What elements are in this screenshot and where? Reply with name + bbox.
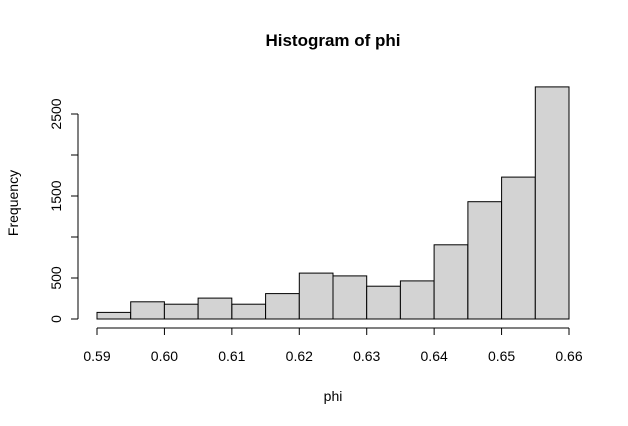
histogram-bar [163, 303, 199, 320]
y-axis: 0 500 1500 2500 [48, 98, 79, 323]
y-axis-label: Frequency [5, 170, 21, 236]
y-tick-label: 1500 [48, 180, 64, 211]
x-tick-label: 0.65 [488, 348, 515, 364]
x-tick-label: 0.64 [421, 348, 448, 364]
y-tick-label: 2500 [48, 98, 64, 129]
histogram-bar [96, 311, 132, 320]
histogram-bar [534, 86, 570, 320]
histogram-bar [501, 176, 536, 320]
histogram-bar [197, 297, 233, 320]
y-tick-label: 500 [48, 266, 64, 290]
y-tick-label: 0 [48, 315, 64, 323]
x-tick-label: 0.59 [83, 348, 110, 364]
histogram-bar [433, 244, 469, 320]
bars-group [96, 86, 570, 320]
x-axis-label: phi [324, 388, 343, 404]
x-tick-label: 0.61 [218, 348, 245, 364]
histogram-bar [298, 272, 334, 320]
x-tick-label: 0.62 [286, 348, 313, 364]
histogram-bar [366, 285, 401, 320]
histogram-bar [130, 301, 165, 320]
x-tick-label: 0.63 [353, 348, 380, 364]
x-tick-label: 0.60 [151, 348, 178, 364]
histogram-bar [467, 201, 503, 320]
x-tick-label: 0.66 [555, 348, 582, 364]
x-axis: 0.59 0.60 0.61 0.62 0.63 0.64 0.65 0.66 [83, 327, 583, 364]
histogram-bar [265, 293, 300, 320]
histogram-bar [231, 303, 267, 320]
histogram-bar [332, 275, 368, 320]
chart-title: Histogram of phi [265, 31, 400, 50]
histogram-bar [399, 280, 435, 320]
